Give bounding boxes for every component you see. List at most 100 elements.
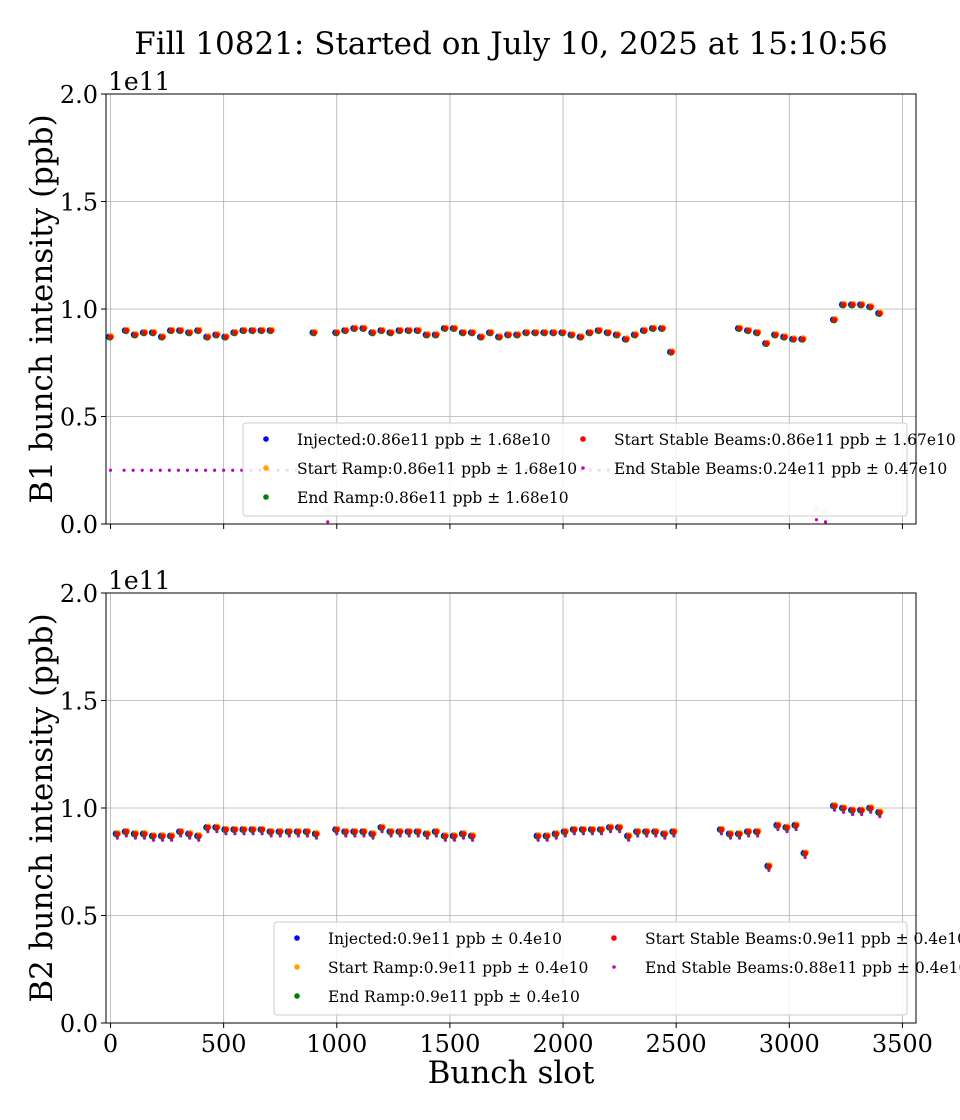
legend-marker: [611, 935, 617, 941]
start-stable-beams-point: [662, 831, 668, 837]
start-stable-beams-point: [841, 805, 847, 811]
start-stable-beams-point: [737, 325, 743, 331]
b1-axes-frame: [105, 93, 917, 525]
legend-marker: [294, 993, 300, 999]
b1-main-series: [105, 300, 884, 356]
x-tick-label: 2500: [646, 1030, 707, 1058]
legend-entry-label: Injected:0.9e11 ppb ± 0.4e10: [328, 930, 562, 948]
end-stable-beams-point: [213, 468, 217, 472]
start-stable-beams-point: [415, 327, 422, 334]
start-stable-beams-point: [535, 833, 542, 839]
start-stable-beams-point: [370, 831, 376, 837]
start-stable-beams-point: [286, 829, 293, 835]
end-stable-beams-point: [823, 520, 828, 524]
start-stable-beams-point: [124, 829, 130, 835]
legend-entry-label: End Ramp:0.86e11 ppb ± 1.68e10: [297, 489, 569, 507]
start-stable-beams-point: [352, 829, 358, 835]
start-stable-beams-point: [868, 805, 874, 811]
b2-axes-frame: [105, 592, 917, 1024]
end-stable-beams-point: [149, 468, 153, 472]
start-stable-beams-point: [832, 803, 838, 809]
start-stable-beams-point: [660, 325, 666, 331]
start-stable-beams-point: [205, 334, 211, 340]
legend-marker: [294, 935, 300, 941]
start-stable-beams-point: [160, 334, 166, 340]
start-stable-beams-point: [406, 829, 413, 835]
start-stable-beams-point: [434, 332, 440, 338]
start-stable-beams-point: [635, 829, 641, 835]
start-stable-beams-point: [133, 332, 139, 338]
legend-marker: [263, 494, 269, 500]
b1-ticks: 0.0 0.5 1.0 1.5 2.0: [60, 81, 903, 539]
start-stable-beams-point: [424, 332, 431, 338]
start-stable-beams-point: [443, 325, 449, 331]
start-stable-beams-point: [142, 330, 148, 336]
start-stable-beams-point: [599, 826, 605, 833]
start-stable-beams-point: [755, 829, 761, 835]
start-stable-beams-point: [388, 330, 394, 336]
start-stable-beams-point: [461, 831, 467, 837]
start-stable-beams-point: [587, 330, 594, 336]
start-stable-beams-point: [133, 831, 139, 837]
start-stable-beams-point: [653, 829, 659, 835]
legend-marker: [612, 965, 616, 969]
start-stable-beams-point: [766, 863, 772, 869]
start-stable-beams-point: [250, 327, 256, 334]
start-stable-beams-point: [470, 833, 476, 839]
start-stable-beams-point: [544, 833, 551, 839]
end-stable-beams-point: [131, 468, 135, 472]
start-stable-beams-point: [361, 829, 367, 835]
start-stable-beams-point: [388, 829, 394, 835]
start-stable-beams-point: [232, 330, 238, 336]
start-stable-beams-point: [108, 334, 114, 340]
end-stable-beams-point: [140, 468, 144, 472]
start-stable-beams-point: [608, 824, 614, 830]
end-stable-beams-point: [158, 468, 162, 472]
legend-marker: [263, 465, 269, 471]
legend-entry-label: Injected:0.86e11 ppb ± 1.68e10: [297, 431, 551, 449]
x-axis-label: Bunch slot: [428, 1055, 595, 1091]
y-tick-label: 1.0: [60, 296, 98, 324]
start-stable-beams-point: [497, 334, 503, 340]
end-stable-beams-point: [185, 468, 190, 472]
start-stable-beams-point: [334, 330, 340, 336]
start-stable-beams-point: [746, 829, 752, 835]
start-stable-beams-point: [506, 332, 512, 338]
start-stable-beams-point: [651, 325, 657, 331]
start-stable-beams-point: [151, 833, 157, 839]
start-stable-beams-point: [169, 833, 175, 839]
b1-ylabel: B1 bunch intensity (ppb): [24, 114, 60, 503]
y-tick-label: 2.0: [60, 81, 98, 109]
b2-intensity-panel: 0 500 1000 1500 2000 2500 3000 3500 0.0 0.5 1.0 1.5…: [24, 566, 960, 1058]
start-stable-beams-point: [669, 349, 675, 355]
start-stable-beams-point: [334, 826, 340, 833]
start-stable-beams-point: [569, 332, 575, 338]
legend-entry-label: End Ramp:0.9e11 ppb ± 0.4e10: [328, 988, 580, 1006]
start-stable-beams-point: [793, 822, 799, 828]
start-stable-beams-point: [617, 824, 623, 830]
start-stable-beams-point: [424, 831, 431, 837]
start-stable-beams-point: [314, 831, 320, 837]
start-stable-beams-point: [241, 826, 247, 833]
b2-main-series: [112, 802, 884, 870]
start-stable-beams-point: [187, 831, 193, 837]
y-tick-label: 0.0: [60, 511, 98, 539]
start-stable-beams-point: [259, 327, 266, 334]
start-stable-beams-point: [633, 332, 639, 338]
end-stable-beams-point: [203, 468, 208, 472]
start-stable-beams-point: [142, 831, 148, 837]
legend-entry-label: Start Ramp:0.9e11 ppb ± 0.4e10: [328, 959, 588, 977]
legend-marker: [581, 466, 585, 470]
start-stable-beams-point: [596, 327, 603, 334]
start-stable-beams-point: [560, 330, 566, 336]
start-stable-beams-point: [343, 327, 349, 334]
start-stable-beams-point: [160, 833, 166, 839]
start-stable-beams-point: [642, 327, 648, 334]
start-stable-beams-point: [868, 304, 874, 310]
start-stable-beams-point: [187, 330, 193, 336]
x-tick-label: 500: [201, 1030, 247, 1058]
x-tick-label: 1000: [306, 1030, 367, 1058]
end-stable-beams-point: [326, 520, 330, 524]
start-stable-beams-point: [311, 330, 318, 336]
start-stable-beams-point: [784, 824, 790, 830]
